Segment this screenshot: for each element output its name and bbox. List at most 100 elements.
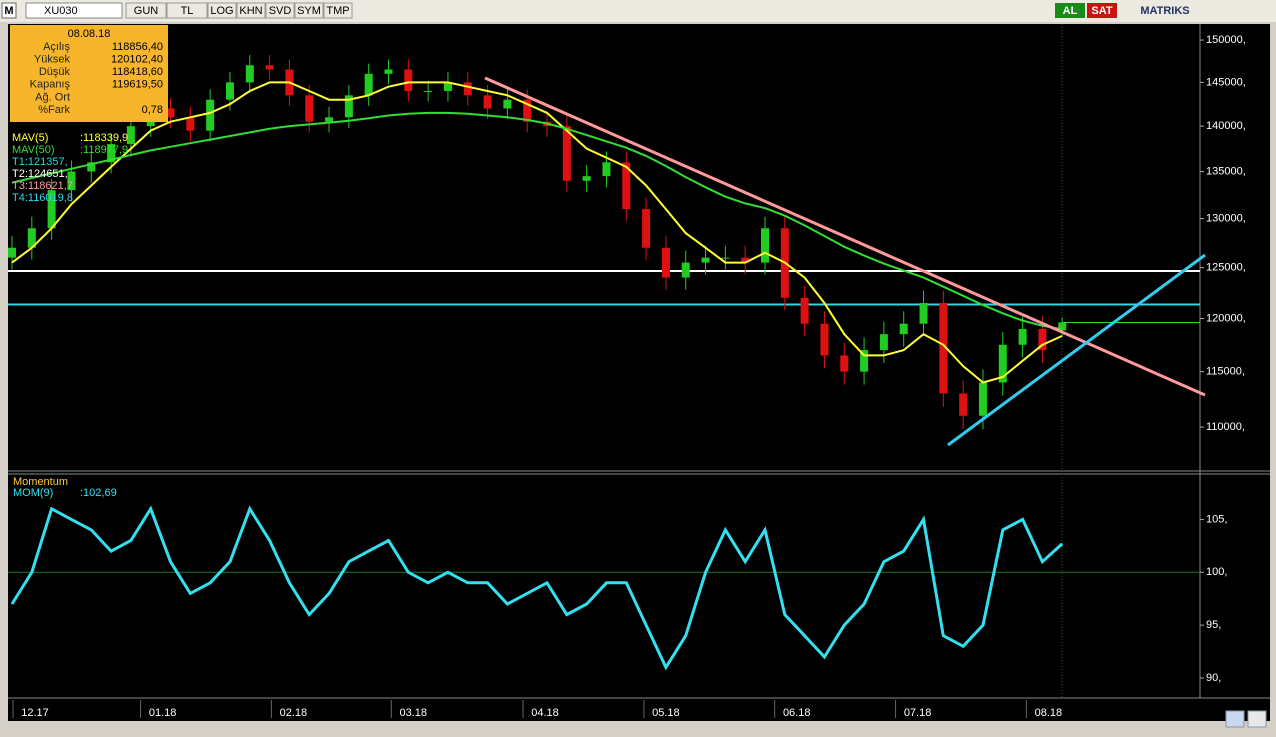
info-value: 118418,60: [112, 66, 163, 78]
y-tick-label: 105,: [1206, 513, 1227, 525]
toolbar-button-label: SVD: [269, 5, 292, 17]
candle-body: [126, 126, 135, 145]
candle-body: [562, 126, 571, 181]
indicator-name: MAV(5): [12, 132, 48, 144]
toolbar-button[interactable]: [166, 2, 208, 19]
candle-body: [602, 162, 611, 177]
candle-body: [1058, 322, 1067, 331]
x-tick-label: 01.18: [149, 707, 177, 719]
y-tick-label: 110000,: [1206, 421, 1245, 433]
legend-value: :102,69: [80, 487, 117, 499]
menu-button[interactable]: [1247, 710, 1267, 728]
x-tick-label: 05.18: [652, 707, 680, 719]
candle-body: [879, 334, 888, 351]
chart-area: [8, 24, 1270, 721]
candle-body: [107, 144, 116, 163]
candle-body: [661, 247, 670, 278]
info-value: 118856,40: [112, 41, 163, 53]
toolbar-button-label: LOG: [210, 5, 233, 17]
candle-body: [67, 171, 76, 191]
toolbar-button[interactable]: [265, 2, 295, 19]
toolbar-button[interactable]: [294, 2, 324, 19]
candle-body: [760, 228, 769, 263]
y-tick-label: 100,: [1206, 566, 1227, 578]
toolbar-button[interactable]: [323, 2, 353, 19]
candle-body: [503, 99, 512, 109]
info-label: Açılış: [43, 41, 70, 53]
y-tick-label: 120000,: [1206, 312, 1246, 324]
series-line: [11, 81, 1063, 384]
candle-body: [8, 247, 16, 258]
candle-body: [1038, 328, 1047, 351]
panel-title: Momentum: [13, 476, 68, 488]
y-tick-label: 135000,: [1206, 165, 1246, 177]
candle-body: [404, 69, 413, 91]
info-label: Kapanış: [30, 79, 71, 91]
x-tick-label: 07.18: [904, 707, 932, 719]
info-value: 0,78: [142, 104, 163, 116]
brand: MATRIKS: [1140, 5, 1189, 17]
info-label: Yüksek: [34, 54, 71, 66]
candle-body: [622, 162, 631, 210]
y-tick-label: 145000,: [1206, 76, 1246, 88]
candle-body: [325, 117, 334, 122]
toolbar-button-label: GUN: [134, 5, 159, 17]
indicator-name: MAV(50): [12, 144, 55, 156]
y-tick-label: 150000,: [1206, 34, 1246, 46]
x-tick-label: 02.18: [280, 707, 308, 719]
toolbar-button[interactable]: [236, 2, 266, 19]
candle-body: [47, 190, 56, 229]
candle-body: [463, 82, 472, 96]
indicator-name: T1:121357,: [12, 156, 68, 168]
candle-body: [265, 65, 274, 70]
candle-body: [186, 117, 195, 131]
candle-body: [523, 99, 532, 122]
x-tick-label: 03.18: [400, 707, 428, 719]
sell-button[interactable]: [1087, 3, 1117, 18]
candle-body: [978, 382, 987, 416]
x-tick-label: 12.17: [21, 707, 49, 719]
info-value: 119619,50: [112, 79, 163, 91]
candle-body: [919, 302, 928, 324]
series-line: [10, 505, 1064, 671]
x-tick-label: 08.18: [1035, 707, 1063, 719]
toolbar-button[interactable]: [207, 2, 237, 19]
candle-body: [800, 297, 809, 324]
toolbar-button-label: TL: [181, 5, 194, 17]
toolbar-items: M XU030 GUN TL LOG KHN SVD SYM TMP AL SAT MATRIKS: [1, 2, 1190, 19]
candle-body: [899, 323, 908, 335]
symbol-box-label: M: [4, 5, 13, 17]
candle-body: [939, 302, 948, 394]
candle-body: [344, 95, 353, 118]
refresh-button[interactable]: [1225, 710, 1245, 728]
y-tick-label: 140000,: [1206, 120, 1246, 132]
toolbar-button-label: SYM: [297, 5, 321, 17]
candle-body: [384, 69, 393, 74]
indicator-name: T3:118621,7: [12, 180, 73, 192]
buy-button[interactable]: [1055, 3, 1085, 18]
candle-body: [1018, 328, 1027, 345]
indicator-value: :118977,9: [80, 144, 128, 156]
candle-body: [959, 393, 968, 416]
candle-body: [87, 162, 96, 172]
symbol-box: [1, 2, 17, 19]
candle-body: [741, 257, 750, 263]
sell-label: SAT: [1091, 5, 1112, 17]
candle-body: [820, 323, 829, 356]
legend-name: MOM(9): [13, 487, 53, 499]
indicator-value: :118339,9: [80, 132, 128, 144]
y-tick-label: 130000,: [1206, 213, 1246, 225]
candle-body: [721, 257, 730, 259]
info-label: %Fark: [38, 104, 70, 116]
symbol-field[interactable]: [25, 2, 123, 19]
x-tick-label: 04.18: [531, 707, 559, 719]
info-box: [10, 25, 168, 122]
toolbar-button[interactable]: [125, 2, 167, 19]
candle-body: [245, 65, 254, 83]
toolbar-button-label: TMP: [326, 5, 349, 17]
support-trendline: [947, 253, 1206, 447]
y-tick-label: 90,: [1206, 672, 1221, 684]
y-tick-label: 125000,: [1206, 261, 1246, 273]
